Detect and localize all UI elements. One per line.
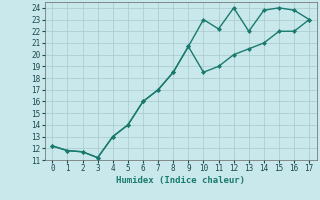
X-axis label: Humidex (Indice chaleur): Humidex (Indice chaleur) xyxy=(116,176,245,185)
